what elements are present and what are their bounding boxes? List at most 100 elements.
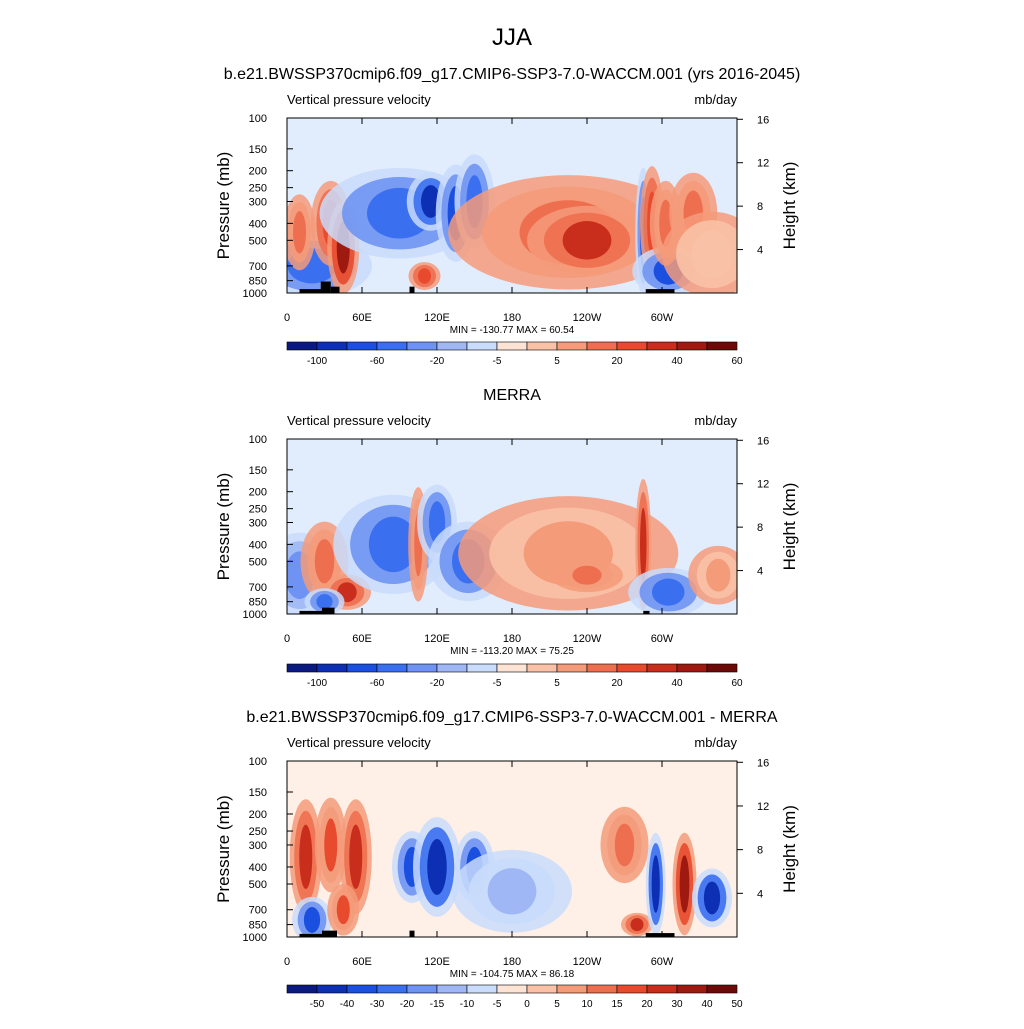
- colorbar-label: 20: [611, 356, 623, 367]
- colorbar-cell: [436, 341, 468, 351]
- colorbar-label: -20: [400, 999, 415, 1010]
- colorbar-label: -5: [493, 999, 502, 1010]
- colorbar-cell: [496, 984, 528, 994]
- field-contour: [640, 507, 647, 582]
- colorbar-cell: [466, 341, 498, 351]
- x-tick-label: 180: [503, 312, 521, 324]
- field: [287, 761, 737, 937]
- colorbar-cell: [646, 341, 678, 351]
- y-tick-label: 100: [249, 113, 267, 125]
- colorbar-label: -20: [430, 678, 445, 689]
- colorbar-cell: [316, 341, 348, 351]
- x-tick-label: 120E: [424, 312, 450, 324]
- colorbar-label: -100: [307, 356, 327, 367]
- colorbar-label: 40: [671, 356, 683, 367]
- x-tick-label: 180: [503, 956, 521, 968]
- colorbar-cell: [346, 341, 378, 351]
- y-right-axis-label: Height (km): [780, 162, 799, 250]
- colorbar-cell: [616, 341, 648, 351]
- y-tick-label: 200: [249, 487, 267, 499]
- y-tick-label: 500: [249, 235, 267, 247]
- topography: [322, 930, 337, 937]
- y-tick-label: 250: [249, 183, 267, 195]
- colorbar-label: 20: [611, 678, 623, 689]
- field-contour: [706, 558, 731, 592]
- x-tick-label: 60W: [651, 312, 674, 324]
- min-max-stats: MIN = -104.75 MAX = 86.18: [450, 969, 575, 980]
- colorbar-cell: [706, 984, 738, 994]
- field-contour: [421, 185, 441, 218]
- y-axis-label: Pressure (mb): [214, 473, 233, 581]
- colorbar-cell: [406, 663, 438, 673]
- x-tick-label: 0: [284, 956, 290, 968]
- field-contour: [299, 824, 313, 889]
- y-tick-label: 700: [249, 905, 267, 917]
- colorbar-cell: [676, 341, 708, 351]
- field-contour: [487, 868, 537, 915]
- x-tick-label: 60E: [352, 956, 372, 968]
- colorbar-cell: [556, 341, 588, 351]
- y-tick-label: 850: [249, 276, 267, 288]
- x-tick-label: 120W: [573, 956, 602, 968]
- x-tick-label: 120W: [573, 312, 602, 324]
- colorbar-cell: [346, 663, 378, 673]
- y-right-axis-label: Height (km): [780, 483, 799, 571]
- x-tick-label: 180: [503, 633, 521, 645]
- colorbar-label: -20: [430, 356, 445, 367]
- y-tick-label: 500: [249, 879, 267, 891]
- panel-3: b.e21.BWSSP370cmip6.f09_g17.CMIP6-SSP3-7…: [214, 709, 799, 1010]
- y-tick-label: 250: [249, 826, 267, 838]
- colorbar-cell: [556, 663, 588, 673]
- colorbar-cell: [526, 984, 558, 994]
- y-tick-label: 100: [249, 756, 267, 768]
- y-right-tick-label: 12: [757, 158, 769, 170]
- right-string: mb/day: [694, 92, 737, 107]
- panels: b.e21.BWSSP370cmip6.f09_g17.CMIP6-SSP3-7…: [214, 66, 800, 1010]
- y-tick-label: 700: [249, 582, 267, 594]
- x-tick-label: 60E: [352, 633, 372, 645]
- colorbar-cell: [586, 984, 618, 994]
- colorbar-label: -10: [460, 999, 475, 1010]
- colorbar-cell: [526, 341, 558, 351]
- y-tick-label: 300: [249, 517, 267, 529]
- y-right-tick-label: 16: [757, 757, 769, 769]
- colorbar-label: -30: [370, 999, 385, 1010]
- colorbar-cell: [406, 984, 438, 994]
- field: [287, 118, 737, 293]
- colorbar-cell: [436, 663, 468, 673]
- colorbar-cell: [646, 984, 678, 994]
- y-tick-label: 400: [249, 539, 267, 551]
- field-contour: [314, 539, 335, 584]
- colorbar-cell: [376, 984, 408, 994]
- colorbar-label: 40: [701, 999, 713, 1010]
- field-contour: [630, 917, 644, 932]
- colorbar-cell: [616, 984, 648, 994]
- x-tick-label: 60W: [651, 633, 674, 645]
- y-tick-label: 300: [249, 196, 267, 208]
- field-contour: [562, 221, 612, 260]
- field-contour: [336, 895, 350, 925]
- topography: [645, 289, 675, 293]
- min-max-stats: MIN = -130.77 MAX = 60.54: [450, 325, 575, 336]
- colorbar-cell: [586, 663, 618, 673]
- colorbar-label: -40: [340, 999, 355, 1010]
- colorbar-cell: [436, 984, 468, 994]
- right-string: mb/day: [694, 735, 737, 750]
- colorbar-label: -60: [370, 678, 385, 689]
- topography: [322, 607, 335, 614]
- y-tick-label: 300: [249, 840, 267, 852]
- y-tick-label: 400: [249, 218, 267, 230]
- colorbar-label: -5: [493, 678, 502, 689]
- y-tick-label: 250: [249, 504, 267, 516]
- y-right-tick-label: 4: [757, 245, 763, 257]
- colorbar-cell: [466, 663, 498, 673]
- colorbar-cell: [316, 663, 348, 673]
- y-right-axis-label: Height (km): [780, 805, 799, 893]
- field-contour: [652, 578, 685, 606]
- field-contour: [572, 565, 602, 585]
- colorbar-cell: [376, 341, 408, 351]
- y-right-tick-label: 4: [757, 888, 763, 900]
- colorbar-label: 40: [671, 678, 683, 689]
- y-tick-label: 150: [249, 144, 267, 156]
